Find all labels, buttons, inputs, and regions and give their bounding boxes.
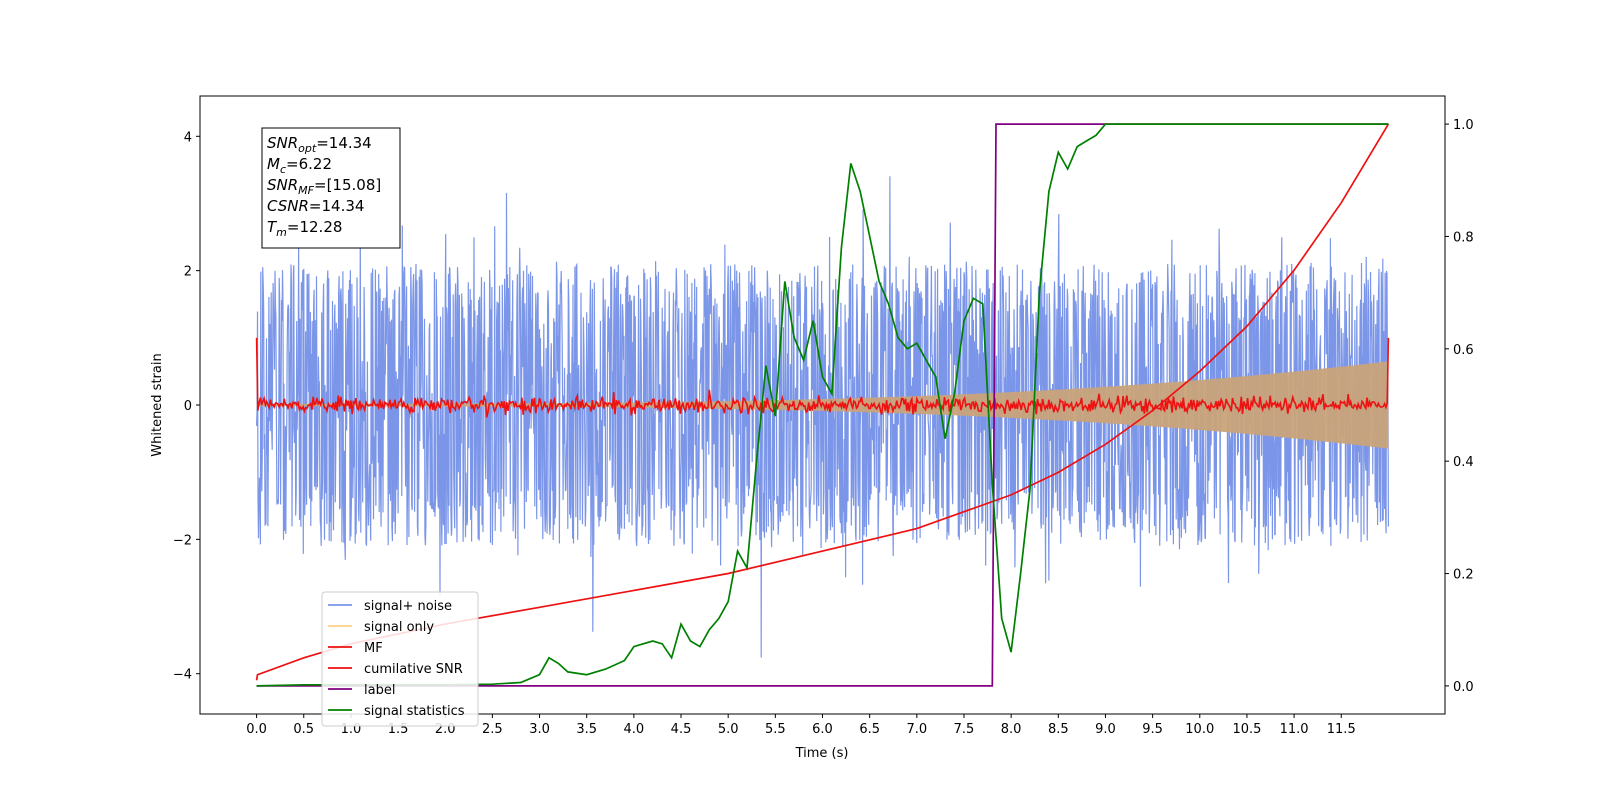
- legend-label: MF: [364, 641, 383, 656]
- x-tick-label: 4.0: [624, 722, 645, 737]
- legend-frame: [321, 591, 479, 727]
- y-right-tick-label: 0.8: [1453, 230, 1474, 245]
- stats-box: SNRopt=14.34Mc=6.22SNRMF=[15.08]CSNR=14.…: [261, 127, 401, 249]
- stats-line: SNRMF=[15.08]: [267, 176, 381, 197]
- series-mf: [255, 337, 1390, 418]
- legend-label: label: [364, 683, 395, 698]
- series-signal-statistics: [256, 123, 1389, 687]
- x-tick-label: 8.5: [1048, 722, 1069, 737]
- legend-label: signal only: [364, 620, 434, 635]
- y-tick-label: −4: [173, 668, 192, 683]
- y-right-tick-label: 0.0: [1453, 680, 1474, 695]
- legend: signal+ noise signal only MF cumilative SNR…: [321, 591, 479, 727]
- x-tick-label: 4.5: [671, 722, 692, 737]
- x-tick-label: 11.5: [1327, 722, 1356, 737]
- x-tick-label: 10.5: [1232, 722, 1261, 737]
- legend-label: signal statistics: [364, 704, 465, 719]
- y-axis-right-ticks: 0.0 0.2 0.4 0.6 0.8 1.0: [1445, 118, 1474, 695]
- stats-line: SNRopt=14.34: [267, 134, 372, 155]
- x-tick-label: 6.0: [812, 722, 833, 737]
- x-tick-label: 2.5: [482, 722, 503, 737]
- y-right-tick-label: 0.6: [1453, 343, 1474, 358]
- stats-line: Mc=6.22: [267, 155, 332, 176]
- x-tick-label: 11.0: [1280, 722, 1309, 737]
- x-tick-label: 3.5: [576, 722, 597, 737]
- legend-label: signal+ noise: [364, 599, 452, 614]
- y-right-tick-label: 0.4: [1453, 455, 1474, 470]
- y-tick-label: −2: [173, 533, 192, 548]
- x-tick-label: 0.5: [293, 722, 314, 737]
- series-signal-noise: [256, 176, 1389, 658]
- x-axis-title: Time (s): [795, 746, 849, 761]
- x-tick-label: 7.0: [906, 722, 927, 737]
- x-tick-label: 9.0: [1095, 722, 1116, 737]
- x-tick-label: 10.0: [1185, 722, 1214, 737]
- y-tick-label: 0: [184, 399, 192, 414]
- stats-box-frame: [261, 127, 401, 249]
- stats-line: Tm=12.28: [267, 218, 342, 239]
- y-axis-title: Whitened strain: [150, 353, 165, 456]
- x-tick-label: 5.5: [765, 722, 786, 737]
- x-tick-label: 9.5: [1142, 722, 1163, 737]
- y-right-tick-label: 1.0: [1453, 118, 1474, 133]
- y-axis-ticks: −4 −2 0 2 4: [173, 130, 200, 683]
- y-tick-label: 4: [184, 130, 192, 145]
- y-right-tick-label: 0.2: [1453, 568, 1474, 583]
- x-tick-label: 0.0: [246, 722, 267, 737]
- x-tick-label: 3.0: [529, 722, 550, 737]
- y-tick-label: 2: [184, 265, 192, 280]
- x-tick-label: 7.5: [954, 722, 975, 737]
- x-tick-label: 5.0: [718, 722, 739, 737]
- legend-label: cumilative SNR: [364, 662, 463, 677]
- stats-line: CSNR=14.34: [267, 197, 364, 215]
- x-tick-label: 8.0: [1001, 722, 1022, 737]
- x-tick-label: 6.5: [859, 722, 880, 737]
